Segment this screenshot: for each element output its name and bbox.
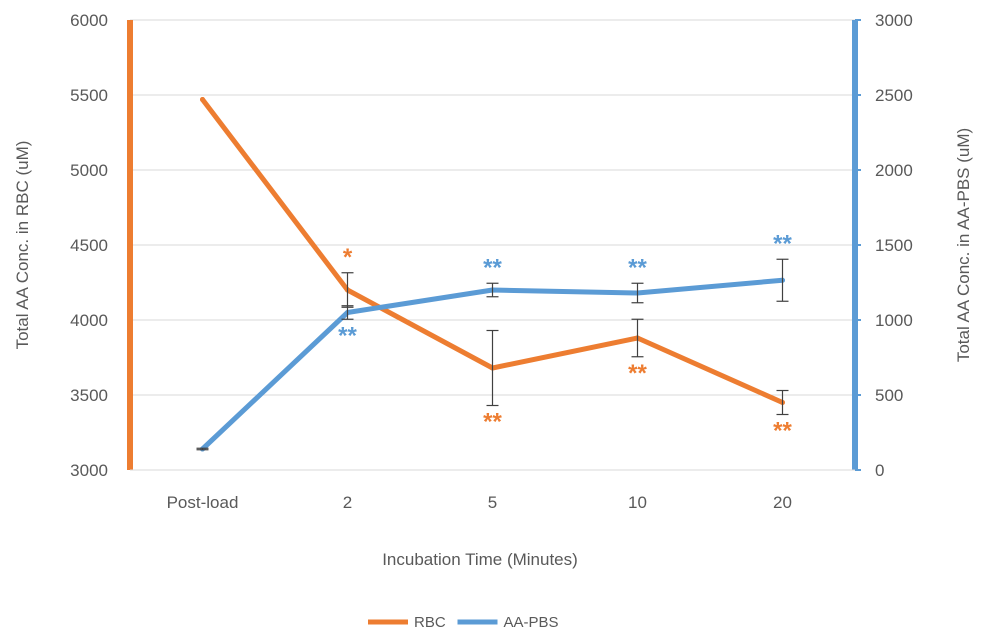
significance-marker: * [343, 244, 353, 271]
left-y-tick-label: 6000 [70, 11, 108, 30]
left-y-tick-label: 5000 [70, 161, 108, 180]
significance-marker: ** [338, 322, 357, 349]
significance-marker: ** [628, 254, 647, 281]
x-axis: Post-load 2 5 10 20 [130, 469, 855, 512]
right-y-tick-label: 3000 [875, 11, 913, 30]
right-y-tick-label: 2000 [875, 161, 913, 180]
significance-marker: ** [628, 360, 647, 387]
significance-marker: ** [773, 418, 792, 445]
legend-label: RBC [414, 614, 446, 631]
left-y-tick-label: 4000 [70, 311, 108, 330]
x-tick-label: Post-load [167, 493, 239, 512]
x-tick-label: 2 [343, 493, 352, 512]
left-y-axis-title: Total AA Conc. in RBC (uM) [13, 141, 32, 350]
legend-label: AA-PBS [504, 614, 559, 631]
legend: RBC AA-PBS [368, 614, 559, 631]
significance-marker: ** [773, 230, 792, 257]
right-y-tick-label: 1500 [875, 236, 913, 255]
right-y-tick-label: 0 [875, 461, 884, 480]
left-y-tick-label: 3000 [70, 461, 108, 480]
right-y-axis-title: Total AA Conc. in AA-PBS (uM) [954, 128, 973, 362]
data-point [200, 97, 205, 102]
gridlines [130, 19, 855, 471]
x-tick-label: 10 [628, 493, 647, 512]
significance-marker: ** [483, 409, 502, 436]
right-y-tick-label: 500 [875, 386, 903, 405]
right-y-tick-label: 2500 [875, 86, 913, 105]
x-axis-title: Incubation Time (Minutes) [382, 550, 578, 569]
right-y-tick-label: 1000 [875, 311, 913, 330]
left-y-axis: 3000 3500 4000 4500 5000 5500 6000 [70, 11, 133, 480]
x-tick-label: 20 [773, 493, 792, 512]
error-bars [196, 258, 789, 451]
right-y-axis: 0 500 1000 1500 2000 2500 3000 [852, 11, 913, 480]
left-y-tick-label: 4500 [70, 236, 108, 255]
significance-marker: ** [483, 254, 502, 281]
left-y-tick-label: 3500 [70, 386, 108, 405]
significance-annotations: *********** **** [338, 230, 792, 444]
x-tick-label: 5 [488, 493, 497, 512]
left-y-tick-label: 5500 [70, 86, 108, 105]
